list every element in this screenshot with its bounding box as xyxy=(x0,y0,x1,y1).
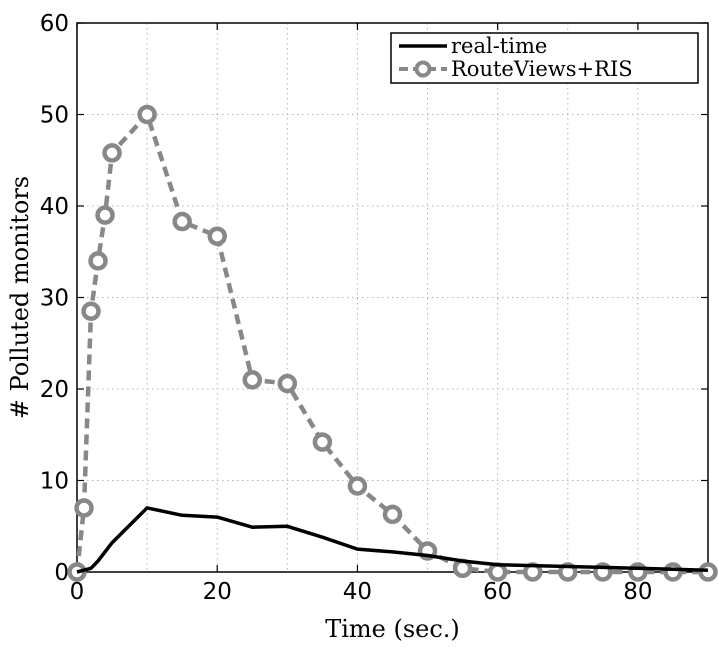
data-point-routeviews-ris xyxy=(74,498,94,518)
y-tick-label: 20 xyxy=(40,377,69,403)
data-point-routeviews-ris xyxy=(207,226,227,246)
data-point-routeviews-ris xyxy=(95,205,115,225)
data-point-routeviews-ris xyxy=(81,301,101,321)
x-tick-label: 20 xyxy=(203,579,232,605)
data-point-routeviews-ris xyxy=(382,504,403,525)
series-line-routeviews-ris xyxy=(74,112,708,575)
y-tick-label: 60 xyxy=(40,11,69,37)
data-point-routeviews-ris xyxy=(137,104,157,125)
legend-box xyxy=(390,32,699,84)
data-point-routeviews-ris xyxy=(277,373,298,394)
y-axis-title: # Polluted monitors xyxy=(6,176,34,419)
series-line-real-time xyxy=(76,506,709,574)
y-tick-label: 40 xyxy=(40,194,69,220)
y-tick-label: 50 xyxy=(40,103,69,129)
grid xyxy=(77,23,708,572)
legend-marker-routeviews-ris xyxy=(414,60,432,78)
data-point-routeviews-ris xyxy=(88,251,108,271)
data-point-routeviews-ris xyxy=(698,562,718,582)
data-point-routeviews-ris xyxy=(347,476,368,496)
legend-label-routeviews-ris: RouteViews+RIS xyxy=(451,57,633,81)
data-point-routeviews-ris xyxy=(312,432,333,452)
legend-label-real-time: real-time xyxy=(451,34,547,58)
y-tick-label: 30 xyxy=(40,286,69,312)
legend: real-time RouteViews+RIS xyxy=(390,32,699,84)
data-point-routeviews-ris xyxy=(102,143,122,163)
data-point-routeviews-ris xyxy=(487,562,508,582)
x-tick-label: 60 xyxy=(483,579,512,605)
data-point-routeviews-ris xyxy=(172,211,192,232)
x-tick-label: 40 xyxy=(343,579,372,605)
data-point-routeviews-ris xyxy=(663,562,683,582)
x-tick-label: 80 xyxy=(623,579,652,605)
x-axis-title: Time (sec.) xyxy=(325,615,460,643)
data-point-routeviews-ris xyxy=(242,370,263,390)
series-group xyxy=(67,104,718,582)
y-tick-label: 10 xyxy=(40,469,69,495)
axis-ticks: 0 20 40 60 80 0 10 20 30 40 50 60 xyxy=(40,11,708,605)
x-tick-label: 0 xyxy=(70,579,85,605)
y-tick-label: 0 xyxy=(54,560,69,586)
